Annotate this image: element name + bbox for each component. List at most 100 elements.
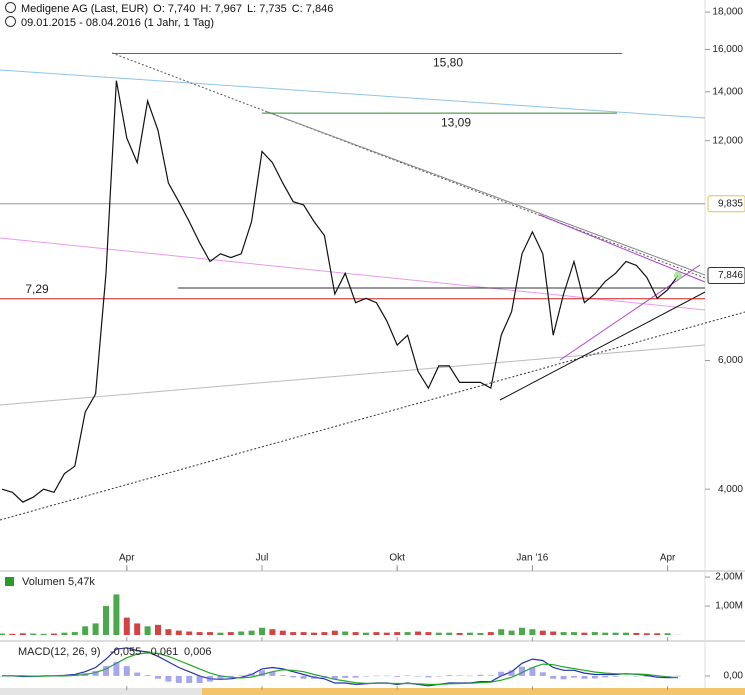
legend-swatch xyxy=(5,577,14,586)
macd-histogram-bar xyxy=(290,675,297,678)
volume-bar xyxy=(186,631,193,635)
x-tick-label: Apr xyxy=(660,553,676,564)
ohlc: C: 7,846 xyxy=(291,3,334,15)
volume-bar xyxy=(425,632,432,635)
volume-bar xyxy=(196,632,203,635)
volume-bar xyxy=(238,631,245,635)
macd-histogram-bar xyxy=(134,672,141,676)
macd-histogram-bar xyxy=(383,675,390,677)
macd-histogram-bar xyxy=(331,675,338,680)
volume-bar xyxy=(248,630,255,635)
volume-bar xyxy=(550,631,557,635)
volume-bar xyxy=(654,633,661,635)
trend-line xyxy=(264,110,706,276)
volume-bar xyxy=(155,624,161,635)
y-tick-label: 16,000 xyxy=(712,44,743,55)
volume-bar xyxy=(207,632,213,635)
macd-histogram-bar xyxy=(342,675,349,678)
panel-legend-value: -0,055 xyxy=(110,646,141,658)
trend-line xyxy=(0,69,706,119)
macd-histogram-bar xyxy=(425,675,432,678)
macd-histogram-bar xyxy=(394,675,401,677)
volume-bar xyxy=(456,632,463,635)
macd-histogram-bar xyxy=(675,675,681,677)
volume-bar xyxy=(435,632,442,635)
macd-histogram-bar xyxy=(144,675,151,676)
y-tick-label: 18,000 xyxy=(712,7,743,18)
icon xyxy=(5,2,16,13)
volume-bar xyxy=(311,632,317,635)
ohlc: O: 7,740 xyxy=(153,3,196,15)
x-tick-label: Jul xyxy=(256,553,269,564)
trend-line xyxy=(499,291,706,401)
macd-histogram-bar xyxy=(217,675,224,680)
macd-histogram-bar xyxy=(487,675,494,676)
macd-histogram-bar xyxy=(311,675,317,679)
volume-bar xyxy=(259,627,265,635)
macd-histogram-bar xyxy=(123,666,130,676)
macd-histogram-bar xyxy=(373,675,380,677)
x-tick-label: Jan '16 xyxy=(516,553,548,564)
volume-bar xyxy=(571,632,577,635)
macd-histogram-bar xyxy=(623,675,629,677)
volume-bar xyxy=(643,633,650,635)
macd-histogram-bar xyxy=(61,675,68,676)
macd-histogram-bar xyxy=(51,675,57,677)
macd-histogram-bar xyxy=(186,675,193,683)
macd-histogram-bar xyxy=(643,675,650,677)
y-tick-label: 12,000 xyxy=(712,135,743,146)
volume-bar xyxy=(529,629,536,635)
volume-bar xyxy=(165,629,172,635)
volume-bar xyxy=(51,633,57,635)
macd-histogram-bar xyxy=(9,675,16,677)
y-tick-label: 1,00M xyxy=(715,601,743,612)
volume-bar xyxy=(0,633,5,635)
panel-legend-value: 0,006 xyxy=(184,646,212,658)
header-line: 09.01.2015 - 08.04.2016 (1 Jahr, 1 Tag) xyxy=(5,16,338,30)
volume-bar xyxy=(82,626,89,635)
macd-histogram-bar xyxy=(477,674,484,676)
volume-bar xyxy=(508,630,515,635)
y-tick-label: 0,00 xyxy=(724,671,744,682)
macd-histogram-bar xyxy=(591,675,598,679)
macd-histogram-bar xyxy=(539,672,546,676)
volume-bar xyxy=(539,630,546,635)
level-label: 15,80 xyxy=(433,56,463,70)
volume-bar xyxy=(373,632,380,635)
macd-histogram-bar xyxy=(446,675,453,676)
volume-bar xyxy=(290,632,297,635)
trend-line xyxy=(0,237,706,311)
y-tick-label: 6,000 xyxy=(718,355,743,366)
volume-bar xyxy=(331,630,338,635)
header-line: Medigene AG (Last, EUR) O: 7,740 H: 7,967 L… xyxy=(5,2,338,16)
macd-histogram-bar xyxy=(581,675,588,679)
volume-bar xyxy=(227,632,234,635)
volume-bar xyxy=(71,632,78,635)
volume-bar xyxy=(602,632,609,635)
volume-bar xyxy=(560,632,567,635)
volume-bar xyxy=(30,633,37,635)
volume-bar xyxy=(383,632,390,635)
macd-histogram-bar xyxy=(248,673,255,676)
volume-bar xyxy=(519,627,525,635)
x-tick-label: Apr xyxy=(119,553,135,564)
volume-bar xyxy=(664,633,671,635)
header: Medigene AG (Last, EUR) O: 7,740 H: 7,967 L… xyxy=(2,2,342,30)
panel-legend-value: 5,47k xyxy=(68,576,95,588)
volume-bar xyxy=(352,632,359,635)
macd-histogram-bar xyxy=(71,675,78,676)
volume-bar xyxy=(217,632,224,635)
last-point xyxy=(674,271,682,280)
price-flag xyxy=(707,266,745,284)
macd-histogram-bar xyxy=(404,675,411,676)
trend-line xyxy=(0,344,706,406)
price-line xyxy=(1,80,679,503)
volume-bar xyxy=(279,630,286,635)
y-tick-label: 4,000 xyxy=(718,484,743,495)
level-flag xyxy=(707,195,745,213)
volume-bar xyxy=(103,606,109,635)
volume-bar xyxy=(591,632,598,635)
macd-histogram-bar xyxy=(300,675,307,679)
macd-histogram-bar xyxy=(467,675,473,677)
